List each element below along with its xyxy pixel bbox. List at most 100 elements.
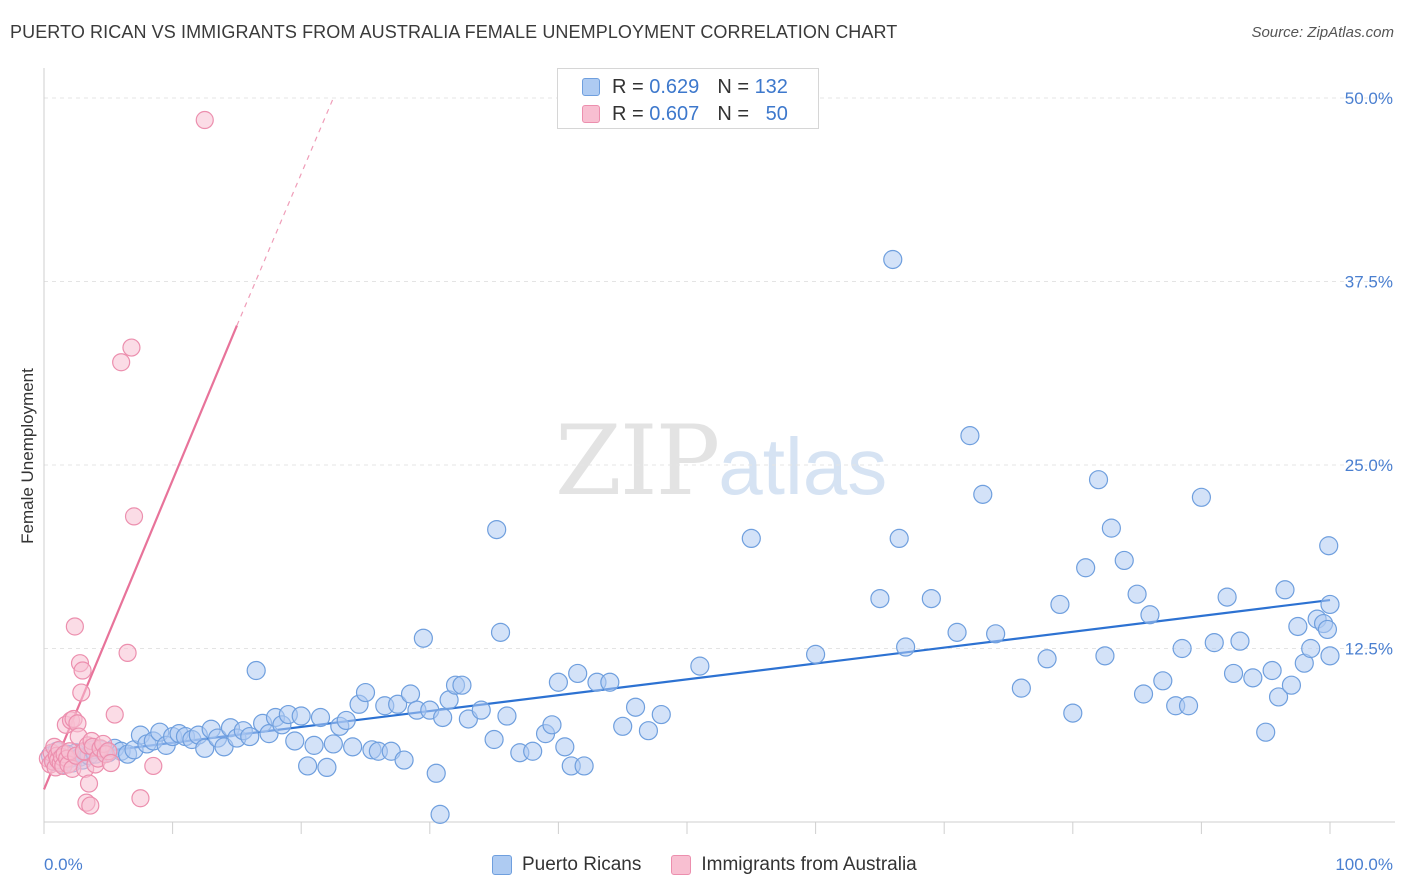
point-puerto-ricans <box>1268 687 1289 707</box>
legend-n-label: N = <box>717 75 749 98</box>
correlation-legend: R = 0.629 N = 132 R = 0.607 N = 50 <box>557 68 819 129</box>
point-puerto-ricans <box>285 731 305 751</box>
point-puerto-ricans <box>413 628 433 648</box>
point-puerto-ricans <box>883 249 903 270</box>
point-puerto-ricans <box>426 763 446 783</box>
trend-line-extension-dashed <box>236 97 334 326</box>
point-puerto-ricans <box>1076 558 1096 578</box>
point-immigrants-australia <box>131 789 150 808</box>
point-puerto-ricans <box>1088 470 1109 490</box>
point-puerto-ricans <box>1178 696 1199 716</box>
point-puerto-ricans <box>1256 722 1276 742</box>
watermark-atlas: atlas <box>718 422 888 511</box>
point-puerto-ricans <box>896 637 916 657</box>
series-legend: Puerto Ricans Immigrants from Australia <box>492 852 947 878</box>
point-puerto-ricans <box>304 735 324 755</box>
point-puerto-ricans <box>1172 638 1192 659</box>
point-puerto-ricans <box>638 721 659 741</box>
point-puerto-ricans <box>394 750 414 770</box>
point-puerto-ricans <box>433 707 453 728</box>
point-puerto-ricans <box>1133 684 1154 704</box>
point-puerto-ricans <box>1217 587 1237 607</box>
point-immigrants-australia <box>101 753 120 773</box>
trend-line-puerto-ricans <box>43 598 1331 760</box>
point-puerto-ricans <box>298 756 318 776</box>
point-puerto-ricans <box>805 644 826 664</box>
point-puerto-ricans <box>310 707 331 728</box>
point-immigrants-australia <box>72 683 91 702</box>
tick-labels: 12.5% 25.0% 37.5% 50.0% 0.0% 100.0% <box>44 89 1393 874</box>
point-puerto-ricans <box>471 700 491 720</box>
point-puerto-ricans <box>1243 668 1263 688</box>
axes <box>43 68 1395 834</box>
point-immigrants-australia <box>195 110 214 130</box>
legend-n-value: 132 <box>754 75 788 98</box>
legend-row-immigrants-australia: R = 0.607 N = 50 <box>582 102 788 126</box>
point-puerto-ricans <box>1140 605 1160 625</box>
point-puerto-ricans <box>986 624 1006 644</box>
point-puerto-ricans <box>497 706 517 726</box>
point-puerto-ricans <box>1262 660 1282 681</box>
point-puerto-ricans <box>1204 633 1224 653</box>
point-puerto-ricans <box>1301 638 1321 659</box>
point-puerto-ricans <box>1101 518 1121 538</box>
series-legend-item-immigrants-australia: Immigrants from Australia <box>671 854 917 876</box>
legend-r-value: 0.629 <box>649 75 700 98</box>
point-puerto-ricans <box>889 528 909 549</box>
series-legend-item-puerto-ricans: Puerto Ricans <box>492 854 641 876</box>
point-puerto-ricans <box>323 734 343 754</box>
point-immigrants-australia <box>124 507 144 526</box>
point-puerto-ricans <box>973 484 993 504</box>
point-puerto-ricans <box>1317 619 1338 640</box>
point-puerto-ricans <box>336 710 356 731</box>
point-puerto-ricans <box>487 519 507 540</box>
chart-title: PUERTO RICAN VS IMMIGRANTS FROM AUSTRALI… <box>10 22 898 42</box>
point-immigrants-australia <box>79 774 99 793</box>
point-puerto-ricans <box>1127 584 1147 604</box>
point-puerto-ricans <box>1288 616 1308 637</box>
legend-r-value: 0.607 <box>649 102 700 125</box>
point-puerto-ricans <box>240 726 260 747</box>
point-puerto-ricans <box>1114 550 1134 571</box>
point-immigrants-australia <box>65 617 84 636</box>
point-puerto-ricans <box>430 804 450 824</box>
point-puerto-ricans <box>490 622 511 642</box>
y-tick-label: 50.0% <box>1345 89 1393 108</box>
point-puerto-ricans <box>625 697 646 717</box>
point-puerto-ricans <box>574 756 594 776</box>
point-puerto-ricans <box>947 622 967 642</box>
point-immigrants-australia <box>73 661 92 680</box>
point-puerto-ricans <box>1275 580 1295 600</box>
legend-r-label: R = <box>612 75 644 98</box>
point-immigrants-australia <box>118 643 137 663</box>
point-puerto-ricans <box>195 738 215 758</box>
data-points <box>38 110 1340 824</box>
point-puerto-ricans <box>690 656 710 676</box>
y-tick-label: 25.0% <box>1345 456 1393 475</box>
point-puerto-ricans <box>388 694 408 714</box>
point-immigrants-australia <box>144 756 163 776</box>
point-puerto-ricans <box>1063 703 1083 723</box>
legend-n-label: N = <box>717 102 749 125</box>
point-puerto-ricans <box>246 660 266 681</box>
watermark-zip: ZIP <box>555 405 720 517</box>
point-puerto-ricans <box>741 528 761 549</box>
point-puerto-ricans <box>1050 594 1070 615</box>
point-puerto-ricans <box>548 672 569 692</box>
legend-n-value: 50 <box>765 102 788 125</box>
point-puerto-ricans <box>523 741 543 761</box>
point-puerto-ricans <box>452 675 472 695</box>
point-immigrants-australia <box>81 796 100 815</box>
x-tick-label: 100.0% <box>1335 855 1393 874</box>
point-puerto-ricans <box>1037 649 1057 669</box>
point-puerto-ricans <box>870 588 890 609</box>
x-tick-label: 0.0% <box>44 855 83 874</box>
point-puerto-ricans <box>317 757 337 778</box>
point-puerto-ricans <box>400 684 421 704</box>
series-swatch-blue <box>492 855 512 875</box>
point-puerto-ricans <box>291 706 311 726</box>
series-legend-label: Immigrants from Australia <box>701 854 917 875</box>
y-tick-label: 37.5% <box>1345 273 1393 292</box>
point-puerto-ricans <box>1319 536 1339 556</box>
point-puerto-ricans <box>355 682 376 703</box>
